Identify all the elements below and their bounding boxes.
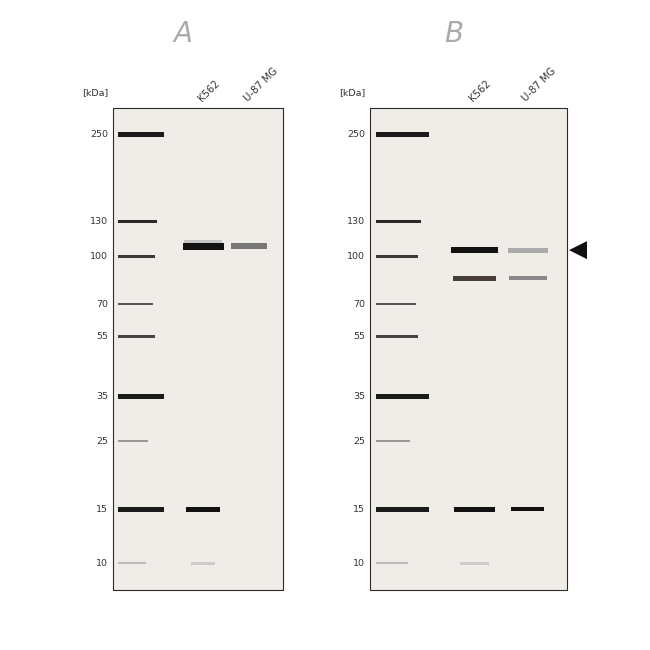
Text: 15: 15 [353, 505, 365, 514]
Bar [508, 248, 548, 253]
Text: 55: 55 [96, 332, 108, 341]
Text: 250: 250 [347, 130, 365, 139]
Text: 130: 130 [90, 217, 108, 226]
Bar [454, 507, 495, 512]
Text: U-87 MG: U-87 MG [521, 66, 558, 103]
Bar [376, 132, 429, 136]
Text: 250: 250 [90, 130, 108, 139]
Text: K562: K562 [196, 78, 221, 103]
Text: K562: K562 [467, 78, 493, 103]
Bar [186, 507, 220, 512]
Bar [511, 508, 544, 512]
Text: 25: 25 [96, 437, 108, 446]
Bar [376, 562, 408, 564]
Text: 130: 130 [347, 217, 365, 226]
Bar [118, 255, 155, 258]
Text: 55: 55 [353, 332, 365, 341]
Bar [376, 394, 429, 399]
Text: 10: 10 [96, 559, 108, 568]
Text: 100: 100 [347, 252, 365, 261]
Text: [kDa]: [kDa] [82, 88, 108, 98]
Text: A: A [174, 20, 192, 48]
Bar [184, 240, 222, 243]
Bar [118, 441, 148, 443]
Bar [376, 441, 411, 443]
Bar [376, 507, 429, 512]
Text: 100: 100 [90, 252, 108, 261]
Bar [118, 303, 153, 306]
Bar [183, 243, 224, 250]
Text: 70: 70 [353, 300, 365, 309]
Bar [118, 562, 146, 564]
Bar [376, 220, 421, 224]
Bar [118, 220, 157, 224]
Text: 70: 70 [96, 300, 108, 309]
Polygon shape [569, 241, 587, 259]
Bar [231, 243, 267, 250]
Bar [376, 303, 416, 306]
Bar [509, 276, 547, 280]
Bar [376, 255, 419, 258]
Text: 10: 10 [353, 559, 365, 568]
Bar [118, 132, 164, 136]
Text: B: B [444, 20, 463, 48]
Bar [118, 335, 155, 338]
Bar [460, 562, 489, 565]
Bar [113, 108, 283, 590]
Text: 25: 25 [353, 437, 365, 446]
Bar [453, 276, 496, 281]
Text: 35: 35 [96, 392, 108, 401]
Bar [453, 276, 496, 281]
Bar [191, 562, 215, 565]
Bar [450, 247, 498, 253]
Text: 35: 35 [353, 392, 365, 401]
Bar [118, 507, 164, 512]
Text: [kDa]: [kDa] [339, 88, 365, 98]
Text: U-87 MG: U-87 MG [242, 66, 280, 103]
Bar [118, 394, 164, 399]
Bar [376, 335, 419, 338]
Text: 15: 15 [96, 505, 108, 514]
Bar [370, 108, 567, 590]
